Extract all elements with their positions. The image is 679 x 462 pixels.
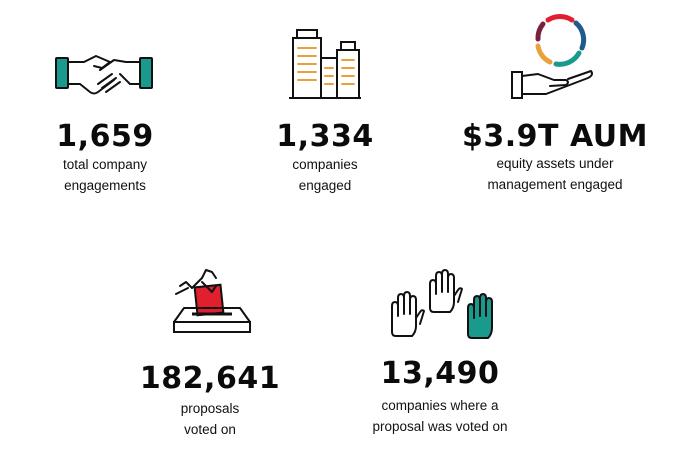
stat-value: 1,659 bbox=[56, 119, 154, 154]
office-buildings-icon bbox=[289, 29, 361, 99]
stat-total-company-engagements: 1,659 total company engagements bbox=[15, 40, 195, 200]
stat-label-line: engaged bbox=[298, 178, 352, 193]
stat-label-line: voted on bbox=[184, 422, 236, 437]
stat-label-line: proposal was voted on bbox=[372, 419, 508, 434]
stat-label-line: proposals bbox=[180, 401, 240, 416]
stat-value: 13,490 bbox=[380, 356, 500, 391]
stat-label: companies engaged bbox=[235, 154, 415, 196]
stat-label-line: total company bbox=[62, 157, 148, 172]
stat-value: 1,334 bbox=[276, 119, 374, 154]
stat-label-line: equity assets under bbox=[496, 156, 614, 171]
stat-label: equity assets under management engaged bbox=[450, 153, 660, 195]
stat-label-line: companies bbox=[292, 157, 358, 172]
stat-companies-engaged: 1,334 companies engaged bbox=[235, 20, 415, 200]
stat-label: proposals voted on bbox=[120, 398, 300, 440]
stat-label: total company engagements bbox=[15, 154, 195, 196]
stat-proposals-voted-on: 182,641 proposals voted on bbox=[120, 262, 300, 452]
stat-companies-proposal-voted: 13,490 companies where a proposal was vo… bbox=[340, 262, 540, 452]
raised-hands-icon bbox=[391, 269, 493, 339]
handshake-icon bbox=[55, 55, 153, 95]
stat-label-line: companies where a bbox=[381, 398, 499, 413]
stat-value: $3.9T AUM bbox=[462, 119, 648, 154]
stat-label: companies where a proposal was voted on bbox=[340, 395, 540, 437]
stat-label-line: management engaged bbox=[487, 177, 623, 192]
stat-label-line: engagements bbox=[64, 178, 146, 193]
hand-holding-globe-icon bbox=[511, 14, 593, 99]
stat-value: 182,641 bbox=[139, 361, 281, 396]
ballot-box-icon bbox=[173, 269, 251, 333]
stat-equity-assets-aum: $3.9T AUM equity assets under management… bbox=[450, 10, 660, 200]
